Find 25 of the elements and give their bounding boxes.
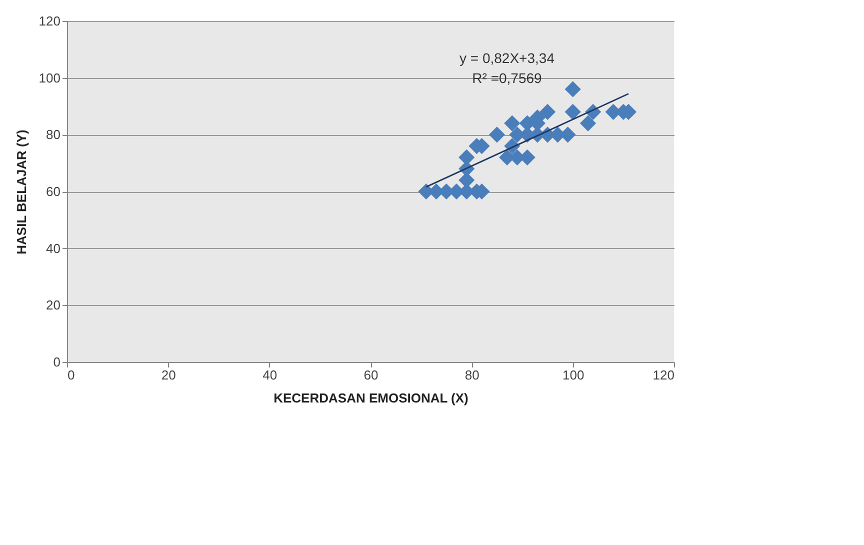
point — [504, 115, 520, 132]
y-axis-title: HASIL BELAJAR (Y) — [14, 130, 29, 254]
point — [580, 115, 596, 132]
y-tick-label: 80 — [46, 127, 60, 142]
point — [564, 81, 581, 98]
annotation: y = 0,82X+3,34 — [460, 50, 555, 66]
x-tick-label: 60 — [364, 368, 378, 382]
y-tick-label: 0 — [53, 354, 60, 370]
point — [488, 126, 506, 143]
y-tick-label: 60 — [46, 184, 60, 199]
y-tick-label: 100 — [38, 70, 60, 86]
x-tick-label: 40 — [262, 368, 278, 382]
y-tick-label: 40 — [46, 240, 60, 256]
x-tick-label: 120 — [652, 368, 674, 382]
x-tick-label: 100 — [562, 368, 584, 382]
x-axis-title: KECERDASAN EMOSIONAL (X) — [274, 390, 468, 406]
y-tick-label: 120 — [38, 14, 60, 28]
point — [458, 149, 475, 166]
point — [539, 104, 556, 120]
point — [564, 104, 581, 120]
x-tick-label: 80 — [464, 368, 480, 382]
y-tick-label: 20 — [46, 298, 60, 313]
x-tick-label: 0 — [68, 368, 75, 382]
annotation: R² =0,7569 — [472, 70, 542, 86]
x-tick-label: 20 — [161, 368, 176, 382]
